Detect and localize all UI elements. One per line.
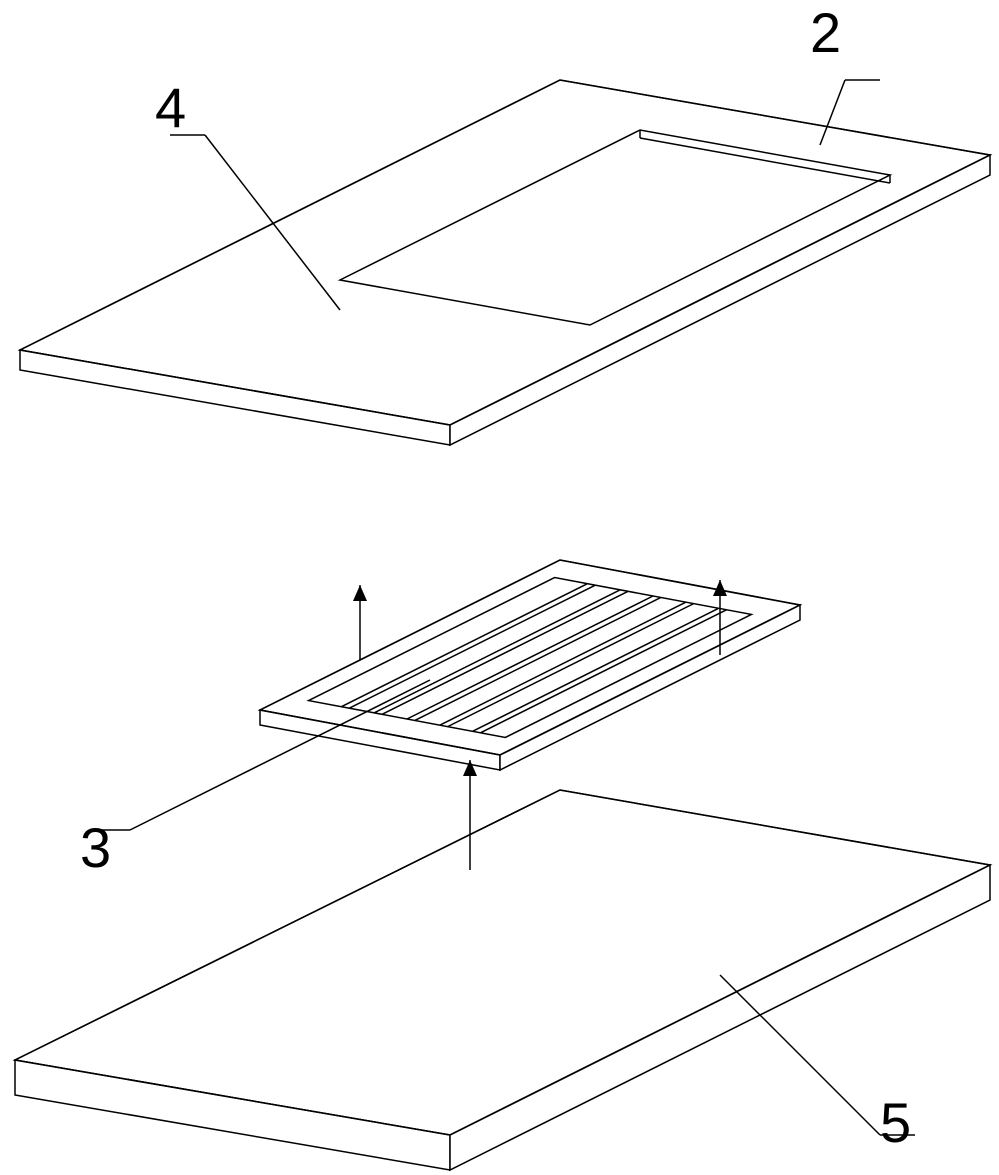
label-3: 3 xyxy=(80,815,111,880)
label-2: 2 xyxy=(810,0,841,65)
label-4: 4 xyxy=(155,75,186,140)
diagram-canvas: 2 4 3 5 xyxy=(0,0,999,1175)
bottom-plate xyxy=(15,790,990,1170)
label-5: 5 xyxy=(880,1090,911,1155)
